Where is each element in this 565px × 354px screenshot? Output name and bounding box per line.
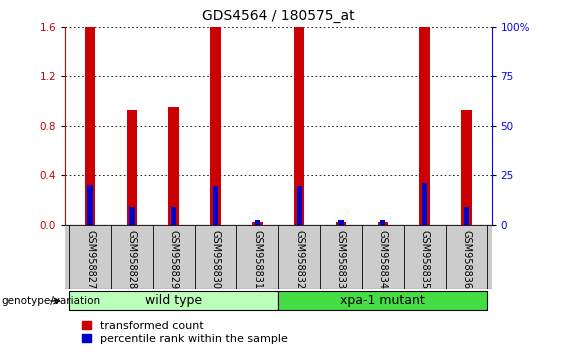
FancyBboxPatch shape: [279, 291, 488, 310]
Text: GSM958828: GSM958828: [127, 230, 137, 289]
FancyBboxPatch shape: [69, 291, 279, 310]
Text: GSM958833: GSM958833: [336, 230, 346, 289]
Text: GSM958829: GSM958829: [169, 230, 179, 289]
Text: GSM958834: GSM958834: [378, 230, 388, 289]
Bar: [380, 220, 385, 225]
Bar: [419, 27, 430, 225]
Text: GSM958835: GSM958835: [420, 230, 429, 289]
Text: GSM958831: GSM958831: [253, 230, 262, 289]
Text: GSM958830: GSM958830: [211, 230, 220, 289]
Bar: [294, 27, 305, 225]
Bar: [168, 107, 179, 225]
Bar: [377, 222, 388, 225]
Text: genotype/variation: genotype/variation: [1, 296, 100, 306]
Bar: [297, 186, 302, 225]
Bar: [255, 220, 260, 225]
Bar: [127, 110, 137, 225]
Bar: [213, 186, 218, 225]
Bar: [464, 207, 469, 225]
Bar: [338, 220, 344, 225]
Text: GSM958827: GSM958827: [85, 230, 95, 289]
Title: GDS4564 / 180575_at: GDS4564 / 180575_at: [202, 9, 355, 23]
Text: GSM958836: GSM958836: [462, 230, 471, 289]
Text: GSM958832: GSM958832: [294, 230, 304, 289]
Bar: [210, 27, 221, 225]
Bar: [85, 27, 95, 225]
Bar: [336, 222, 346, 225]
Bar: [461, 110, 472, 225]
Text: xpa-1 mutant: xpa-1 mutant: [341, 295, 425, 307]
Bar: [422, 183, 427, 225]
Legend: transformed count, percentile rank within the sample: transformed count, percentile rank withi…: [82, 321, 288, 344]
Bar: [88, 185, 93, 225]
Bar: [129, 207, 134, 225]
Bar: [171, 207, 176, 225]
Bar: [252, 222, 263, 225]
Text: wild type: wild type: [145, 295, 202, 307]
